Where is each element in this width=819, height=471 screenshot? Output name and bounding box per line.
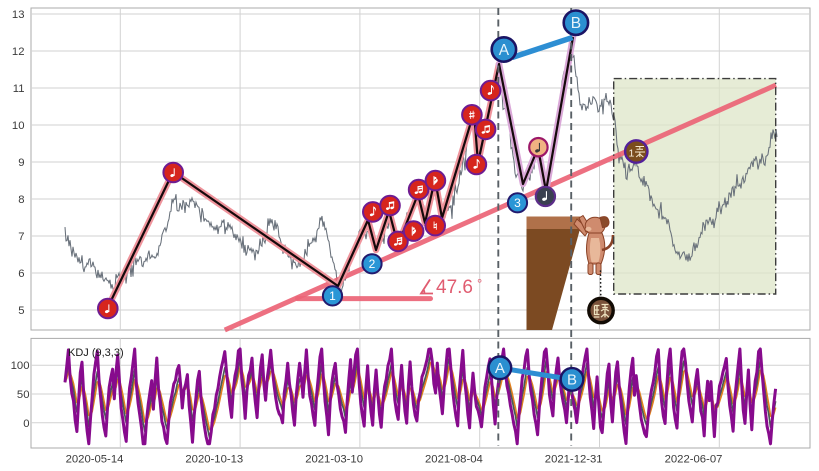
svg-text:11: 11 <box>13 83 25 95</box>
svg-text:2020-10-13: 2020-10-13 <box>185 454 243 466</box>
svg-text:A: A <box>495 360 505 377</box>
svg-text:1: 1 <box>329 289 336 303</box>
svg-text:6: 6 <box>18 268 24 280</box>
svg-text:100: 100 <box>11 360 30 372</box>
svg-text:5: 5 <box>18 305 24 317</box>
svg-text:7: 7 <box>18 231 24 243</box>
svg-text:47.6: 47.6 <box>436 277 473 298</box>
svg-text:2020-05-14: 2020-05-14 <box>66 454 124 466</box>
svg-text:0: 0 <box>23 418 29 430</box>
svg-text:13: 13 <box>12 9 25 21</box>
svg-text:2: 2 <box>369 257 376 271</box>
svg-text:9: 9 <box>18 157 24 169</box>
svg-text:10: 10 <box>12 120 25 132</box>
svg-text:2021-12-31: 2021-12-31 <box>545 454 603 466</box>
svg-text:B: B <box>567 372 577 389</box>
svg-text:2022-06-07: 2022-06-07 <box>665 454 723 466</box>
svg-text:12: 12 <box>12 46 25 58</box>
svg-text:8: 8 <box>18 194 24 206</box>
svg-text:2021-03-10: 2021-03-10 <box>305 454 363 466</box>
svg-text:KDJ (9,3,3): KDJ (9,3,3) <box>68 347 124 359</box>
svg-text:°: ° <box>477 276 482 291</box>
svg-text:2021-08-04: 2021-08-04 <box>425 454 483 466</box>
svg-text:1: 1 <box>629 148 635 160</box>
svg-text:B: B <box>571 15 581 32</box>
svg-text:A: A <box>499 42 510 59</box>
svg-text:50: 50 <box>17 389 30 401</box>
svg-text:3: 3 <box>514 196 521 210</box>
